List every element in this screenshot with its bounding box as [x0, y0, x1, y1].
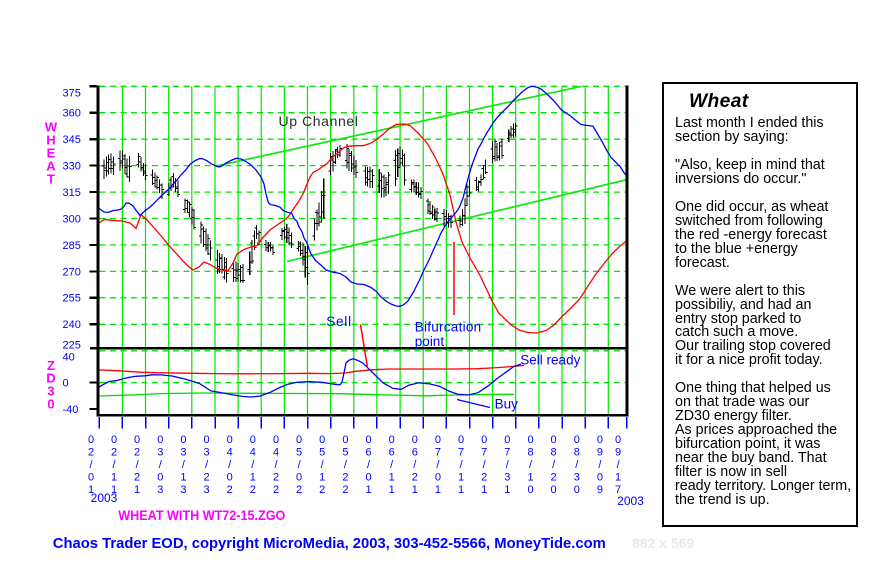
svg-text:0: 0	[63, 378, 69, 390]
svg-text:240: 240	[63, 319, 81, 331]
svg-text:08/20: 0 8/2 0	[551, 434, 557, 496]
svg-text:3: 3	[47, 384, 54, 399]
svg-text:03/03: 0 3/0 3	[157, 434, 163, 496]
svg-text:06/11: 0 6/1 1	[389, 434, 395, 496]
svg-text:05/02: 0 5/0 2	[296, 434, 302, 496]
svg-text:2003: 2003	[617, 494, 644, 508]
svg-text:05/12: 0 5/1 2	[319, 434, 325, 496]
svg-text:300: 300	[63, 213, 81, 225]
svg-text:40: 40	[63, 352, 75, 364]
svg-text:270: 270	[63, 266, 81, 278]
svg-text:04/22: 0 4/2 2	[273, 434, 279, 496]
svg-text:point: point	[415, 334, 445, 349]
svg-text:345: 345	[63, 134, 81, 146]
svg-text:07/11: 0 7/1 1	[458, 434, 464, 496]
svg-text:Sell: Sell	[326, 314, 352, 329]
svg-text:06/21: 0 6/2 1	[412, 434, 418, 496]
svg-text:07/31: 0 7/3 1	[504, 434, 510, 496]
svg-text:06/01: 0 6/0 1	[365, 434, 371, 496]
svg-text:02/21: 0 2/2 1	[134, 434, 140, 496]
svg-text:07/01: 0 7/0 1	[435, 434, 441, 496]
svg-text:03/13: 0 3/1 3	[180, 434, 186, 496]
svg-text:2003: 2003	[91, 491, 118, 505]
svg-text:-40: -40	[63, 404, 79, 416]
svg-text:Z: Z	[47, 358, 55, 373]
svg-text:315: 315	[63, 187, 81, 199]
svg-text:255: 255	[63, 293, 81, 305]
svg-text:Sell ready: Sell ready	[520, 352, 580, 367]
svg-text:H: H	[46, 132, 55, 147]
svg-text:330: 330	[63, 161, 81, 173]
svg-text:09/17: 0 9/1 7	[615, 434, 621, 496]
svg-text:285: 285	[63, 240, 81, 252]
svg-text:Buy: Buy	[495, 397, 519, 412]
svg-text:W: W	[45, 119, 58, 134]
svg-text:360: 360	[63, 108, 81, 120]
svg-text:02/01: 0 2/0 1	[88, 434, 94, 496]
svg-text:225: 225	[63, 340, 81, 352]
svg-text:08/10: 0 8/1 0	[527, 434, 533, 496]
svg-text:02/11: 0 2/1 1	[111, 434, 117, 496]
svg-text:04/12: 0 4/1 2	[250, 434, 256, 496]
svg-text:A: A	[46, 158, 56, 173]
svg-text:T: T	[47, 171, 55, 186]
svg-text:375: 375	[63, 88, 81, 100]
svg-text:0: 0	[47, 397, 54, 412]
svg-text:09/09: 0 9/0 9	[597, 434, 603, 496]
svg-text:Up Channel: Up Channel	[279, 113, 359, 129]
svg-text:04/02: 0 4/0 2	[227, 434, 233, 496]
svg-text:03/23: 0 3/2 3	[204, 434, 210, 496]
svg-text:Bifurcation: Bifurcation	[415, 320, 482, 335]
svg-text:882 x 569: 882 x 569	[632, 535, 694, 551]
svg-text:07/21: 0 7/2 1	[481, 434, 487, 496]
svg-text:08/30: 0 8/3 0	[574, 434, 580, 496]
svg-text:05/22: 0 5/2 2	[342, 434, 348, 496]
svg-text:D: D	[46, 371, 55, 386]
svg-text:Chaos Trader EOD, copyright Mi: Chaos Trader EOD, copyright MicroMedia, …	[53, 536, 606, 552]
svg-text:WHEAT WITH WT72-15.ZGO: WHEAT WITH WT72-15.ZGO	[118, 507, 285, 523]
svg-text:E: E	[47, 145, 56, 160]
